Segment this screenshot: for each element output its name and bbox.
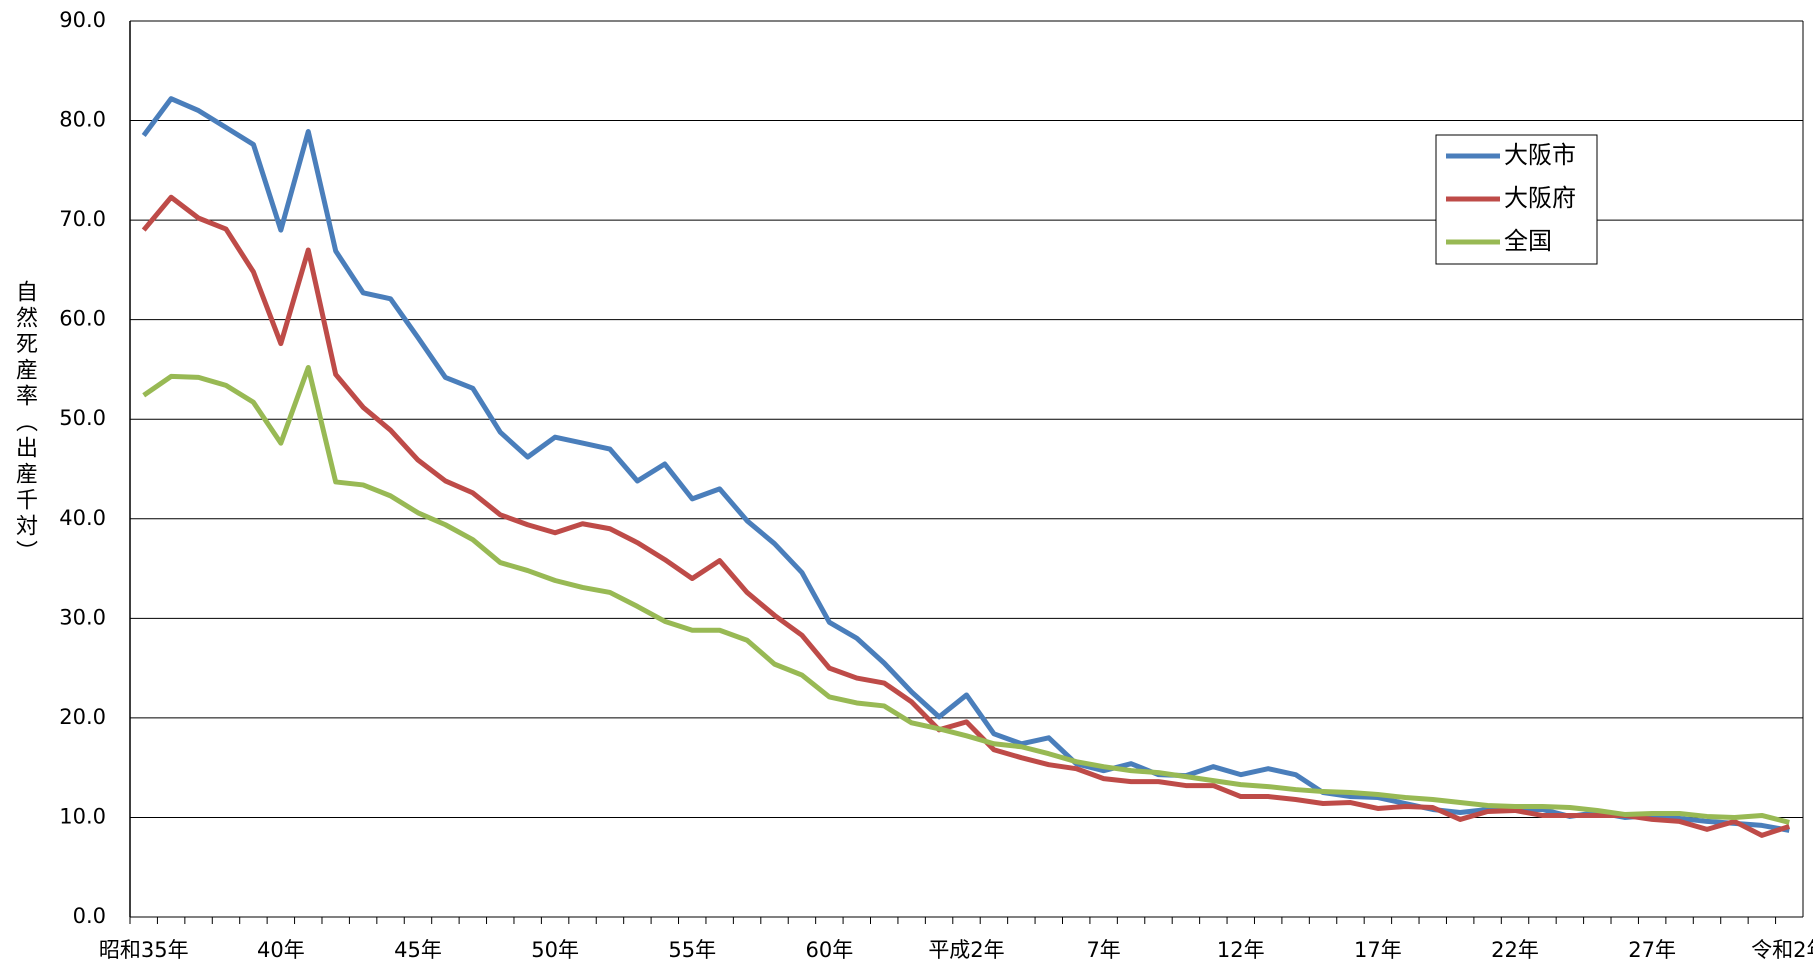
x-tick-label: 7年 (1086, 938, 1120, 962)
y-tick-label: 30.0 (59, 605, 106, 629)
x-tick-label: 45年 (394, 938, 442, 962)
x-tick-label: 55年 (668, 938, 716, 962)
x-tick-label: 昭和35年 (99, 938, 189, 962)
x-tick-label: 50年 (531, 938, 579, 962)
y-tick-label: 40.0 (59, 506, 106, 530)
y-tick-label: 50.0 (59, 406, 106, 430)
y-tick-label: 70.0 (59, 207, 106, 231)
x-tick-label: 17年 (1354, 938, 1402, 962)
y-tick-label: 20.0 (59, 705, 106, 729)
legend-label: 大阪府 (1504, 184, 1576, 212)
x-tick-label: 40年 (257, 938, 305, 962)
x-tick-label: 12年 (1217, 938, 1265, 962)
y-tick-label: 60.0 (59, 307, 106, 331)
y-tick-label: 80.0 (59, 108, 106, 132)
series-line (141, 194, 1791, 838)
x-tick-label: 60年 (806, 938, 854, 962)
y-axis-label: 自然死産率（出産千対） (12, 280, 37, 566)
legend-label: 大阪市 (1504, 141, 1576, 169)
y-tick-label: 0.0 (73, 904, 106, 928)
x-tick-label: 令和2年 (1751, 938, 1813, 962)
legend-label: 全国 (1504, 227, 1552, 255)
y-tick-label: 90.0 (59, 8, 106, 32)
x-tick-label: 22年 (1491, 938, 1539, 962)
y-tick-label: 10.0 (59, 804, 106, 828)
series-line (142, 364, 1790, 825)
x-tick-label: 平成2年 (928, 938, 1004, 962)
x-tick-label: 27年 (1628, 938, 1676, 962)
